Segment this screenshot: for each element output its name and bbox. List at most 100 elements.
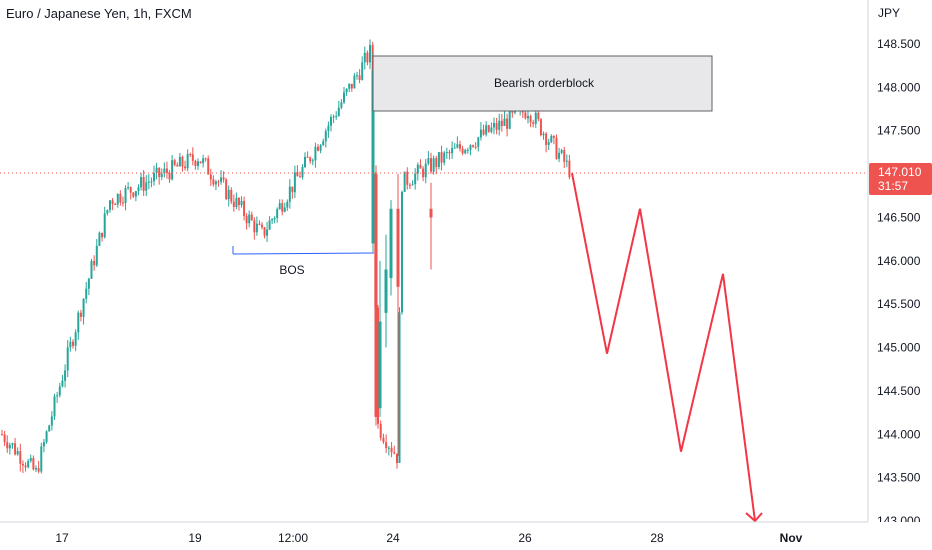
candle-body xyxy=(40,446,43,472)
candle-body xyxy=(197,161,199,166)
price-tick-label: 146.500 xyxy=(877,210,921,224)
candle-body xyxy=(453,147,456,149)
chart-title: Euro / Japanese Yen, 1h, FXCM xyxy=(6,6,192,21)
candle-body xyxy=(343,92,345,103)
candle-body xyxy=(477,137,480,147)
candle-body xyxy=(116,193,119,205)
candle-body xyxy=(250,214,253,221)
bos-line[interactable] xyxy=(232,252,375,255)
candle-body xyxy=(209,174,212,180)
candle-body xyxy=(278,203,281,209)
candle-body xyxy=(155,167,158,173)
candle-body xyxy=(77,312,80,333)
time-tick-label: 28 xyxy=(650,531,664,545)
candle-body xyxy=(464,149,467,154)
candle-body xyxy=(199,161,202,164)
candle-body xyxy=(227,189,230,199)
candle-body xyxy=(90,260,93,279)
candle-body xyxy=(293,172,296,193)
candle-body xyxy=(82,298,85,317)
time-tick-label: 26 xyxy=(518,531,532,545)
candle-body xyxy=(202,158,205,164)
candle-body xyxy=(387,447,390,449)
price-tick-label: 147.500 xyxy=(877,124,921,138)
candle-body xyxy=(377,307,379,424)
candle-body xyxy=(309,157,312,162)
candle-body xyxy=(384,269,388,313)
price-tick-label: 148.500 xyxy=(877,37,921,51)
candle-body xyxy=(440,152,443,163)
candle-body xyxy=(479,129,482,138)
candles xyxy=(1,39,571,474)
candle-body xyxy=(524,112,527,119)
bos-label: BOS xyxy=(279,263,304,277)
candle-body xyxy=(529,116,532,123)
candle-body xyxy=(286,201,289,208)
candle-body xyxy=(301,167,304,178)
bearish-orderblock-box[interactable] xyxy=(372,55,713,112)
candle-body xyxy=(93,260,96,266)
candle-body xyxy=(379,423,382,438)
candle-body xyxy=(98,232,101,246)
candle-body xyxy=(411,184,414,186)
candle-body xyxy=(266,229,269,236)
candle-body xyxy=(24,465,27,468)
candle-body xyxy=(45,431,48,443)
candle-body xyxy=(558,152,561,159)
candle-body xyxy=(508,110,511,129)
candle-body xyxy=(429,208,433,218)
candle-body xyxy=(69,341,72,348)
candle-body xyxy=(132,192,135,197)
candle-body xyxy=(253,220,256,233)
candle-body xyxy=(337,107,340,116)
candle-body xyxy=(271,219,274,221)
candle-body xyxy=(472,145,475,147)
candle-body xyxy=(361,62,364,80)
candle-body xyxy=(542,133,545,136)
candle-body xyxy=(168,173,171,180)
candle-body xyxy=(445,152,448,154)
candle-body xyxy=(194,160,197,166)
projection-line xyxy=(571,173,756,522)
candle-body xyxy=(560,150,563,153)
candle-body xyxy=(296,172,299,177)
candle-body xyxy=(461,148,464,154)
candle-body xyxy=(550,135,553,142)
candle-body xyxy=(482,129,485,135)
candle-body xyxy=(171,160,174,180)
time-tick-label: 12:00 xyxy=(278,531,308,545)
candle-body xyxy=(29,458,32,462)
candle-body xyxy=(16,451,19,455)
candle-body xyxy=(393,452,396,454)
candle-body xyxy=(314,146,317,161)
candle-body xyxy=(207,158,210,175)
projection-path[interactable] xyxy=(571,173,763,523)
candle-body xyxy=(298,176,301,178)
candle-body xyxy=(85,288,88,299)
candle-body xyxy=(32,458,35,470)
candle-body xyxy=(173,160,176,165)
candle-body xyxy=(114,203,117,205)
candle-body xyxy=(398,312,401,463)
candle-body xyxy=(565,160,568,162)
candle-body xyxy=(435,158,438,168)
candle-body xyxy=(340,102,343,108)
candle-body xyxy=(378,321,382,409)
candle-body xyxy=(109,200,111,210)
candle-body xyxy=(356,75,358,77)
candle-body xyxy=(304,156,306,168)
candle-body xyxy=(456,144,459,148)
price-axis[interactable] xyxy=(868,0,932,550)
candle-body xyxy=(283,207,286,212)
candle-body xyxy=(178,156,181,167)
candle-body xyxy=(53,396,56,417)
time-axis[interactable] xyxy=(0,522,868,550)
candle-body xyxy=(506,118,509,129)
candle-body xyxy=(35,468,37,470)
candle-body xyxy=(87,278,90,289)
candle-body xyxy=(64,370,67,381)
candle-body xyxy=(319,145,322,151)
candle-body xyxy=(222,177,225,180)
candle-body xyxy=(145,182,148,191)
